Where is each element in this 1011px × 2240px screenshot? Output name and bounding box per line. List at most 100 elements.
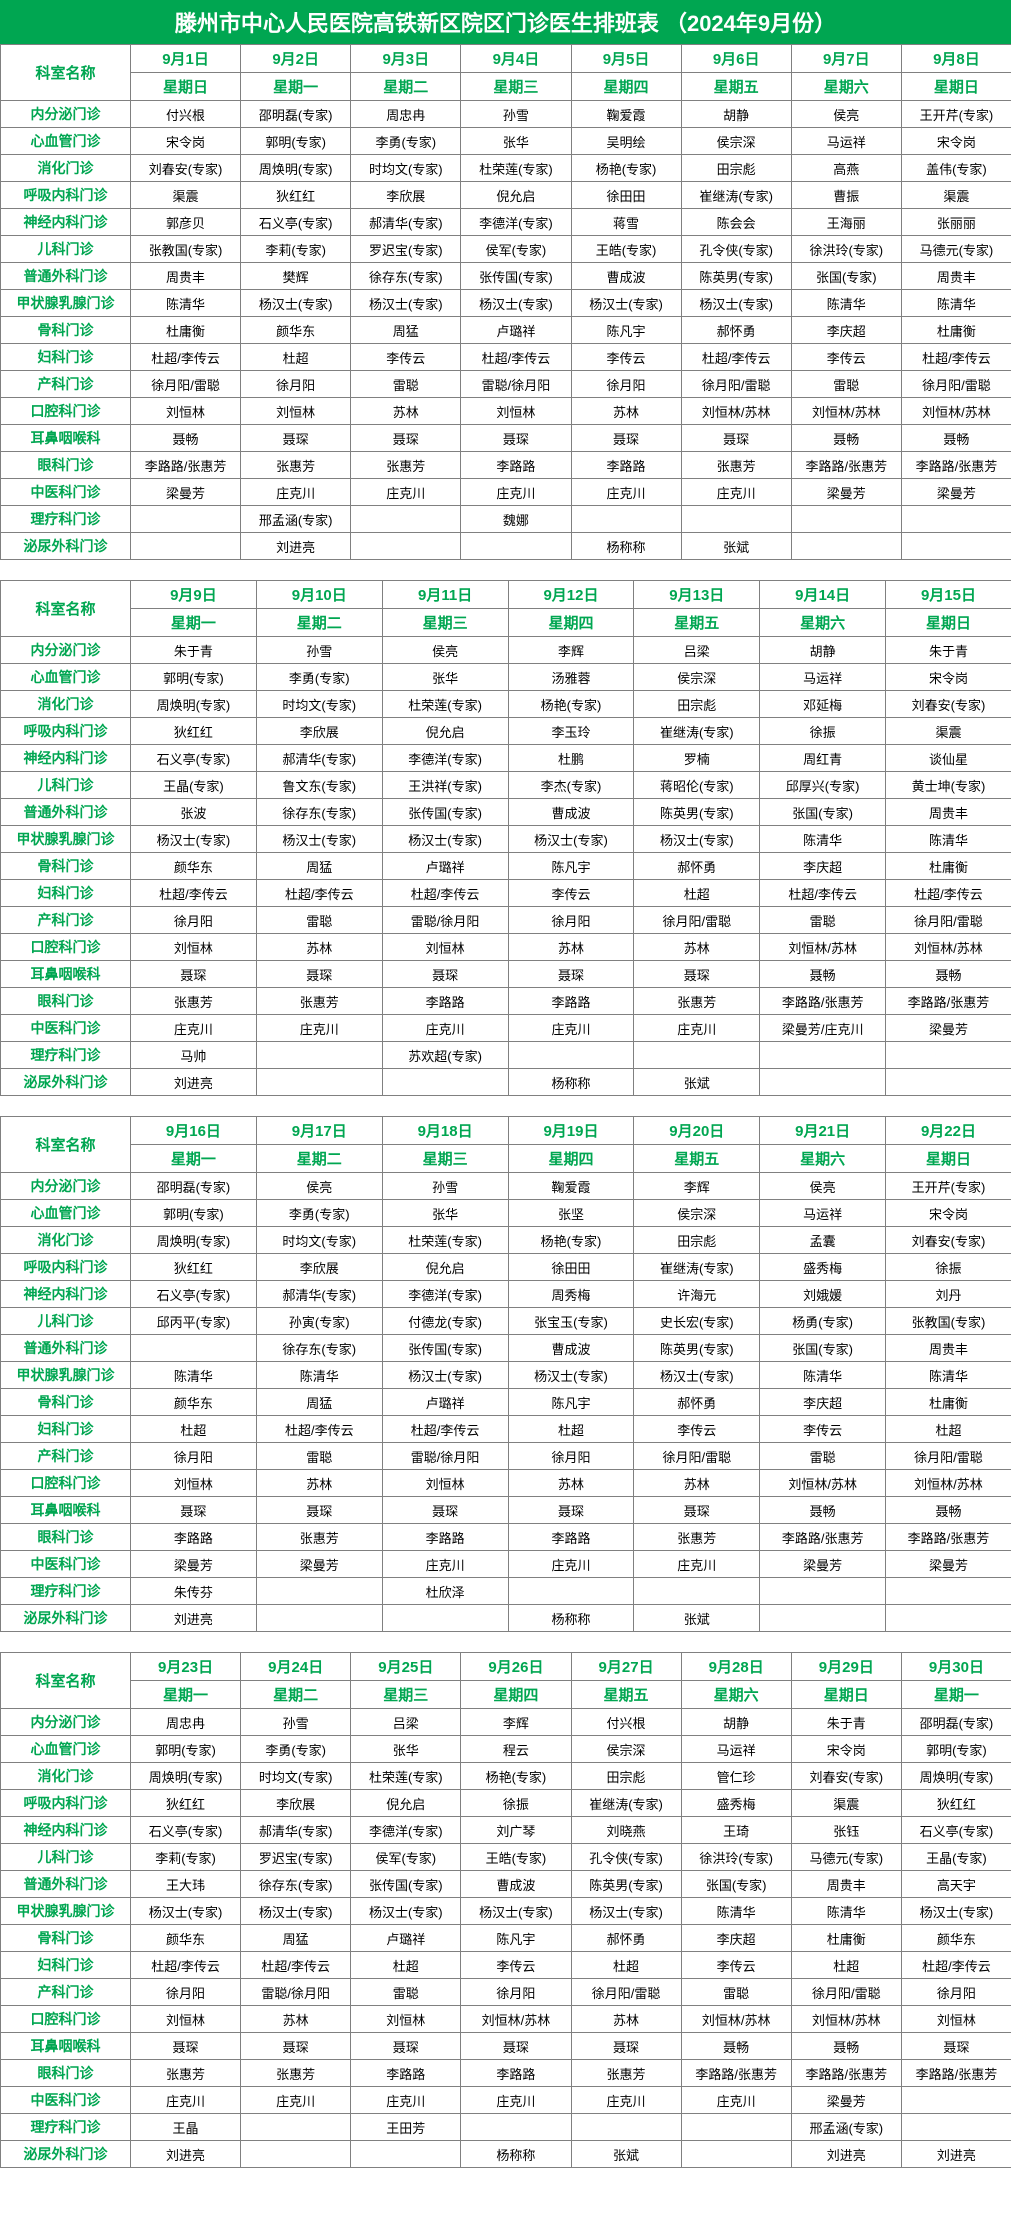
doctor-cell: 庄克川	[681, 2087, 791, 2114]
table-row: 心血管门诊宋令岗郭明(专家)李勇(专家)张华吴明绘侯宗深马运祥宋令岗	[1, 128, 1011, 155]
doctor-cell: 盛秀梅	[760, 1254, 886, 1281]
block-spacer	[0, 560, 1011, 580]
doctor-cell: 时均文(专家)	[256, 1227, 382, 1254]
doctor-cell: 张教国(专家)	[886, 1308, 1011, 1335]
doctor-cell: 陈清华	[681, 1898, 791, 1925]
table-row: 心血管门诊郭明(专家)李勇(专家)张华程云侯宗深马运祥宋令岗郭明(专家)	[1, 1736, 1011, 1763]
doctor-cell: 陈英男(专家)	[634, 799, 760, 826]
doctor-cell: 苏林	[351, 398, 461, 425]
table-row: 妇科门诊杜超/李传云杜超/李传云杜超/李传云李传云杜超杜超/李传云杜超/李传云	[1, 880, 1011, 907]
table-row: 眼科门诊张惠芳张惠芳李路路李路路张惠芳李路路/张惠芳李路路/张惠芳	[1, 988, 1011, 1015]
doctor-cell: 孙雪	[461, 101, 571, 128]
doctor-cell: 聂畅	[886, 1497, 1011, 1524]
doctor-cell	[791, 506, 901, 533]
doctor-cell: 杨汉士(专家)	[634, 826, 760, 853]
doctor-cell: 陈英男(专家)	[634, 1335, 760, 1362]
doctor-cell: 周忠冉	[351, 101, 461, 128]
doctor-cell: 周秀梅	[508, 1281, 634, 1308]
dept-header: 科室名称	[1, 581, 131, 637]
doctor-cell: 曹振	[791, 182, 901, 209]
doctor-cell	[351, 533, 461, 560]
doctor-cell: 张惠芳	[131, 988, 257, 1015]
doctor-cell: 孔令侠(专家)	[571, 1844, 681, 1871]
table-row: 普通外科门诊徐存东(专家)张传国(专家)曹成波陈英男(专家)张国(专家)周贵丰	[1, 1335, 1011, 1362]
doctor-cell: 张惠芳	[131, 2060, 241, 2087]
doctor-cell: 倪允启	[382, 1254, 508, 1281]
dept-cell: 产科门诊	[1, 1443, 131, 1470]
doctor-cell: 张惠芳	[681, 452, 791, 479]
dept-cell: 口腔科门诊	[1, 934, 131, 961]
doctor-cell: 杜超/李传云	[760, 880, 886, 907]
doctor-cell: 李路路	[382, 988, 508, 1015]
doctor-cell: 杨汉士(专家)	[351, 1898, 461, 1925]
doctor-cell: 马帅	[131, 1042, 257, 1069]
doctor-cell: 杨汉士(专家)	[256, 826, 382, 853]
dept-cell: 泌尿外科门诊	[1, 1605, 131, 1632]
dept-cell: 眼科门诊	[1, 2060, 131, 2087]
table-row: 甲状腺乳腺门诊杨汉士(专家)杨汉士(专家)杨汉士(专家)杨汉士(专家)杨汉士(专…	[1, 1898, 1011, 1925]
doctor-cell: 张斌	[571, 2141, 681, 2168]
doctor-cell: 庄克川	[634, 1015, 760, 1042]
doctor-cell: 渠震	[886, 718, 1011, 745]
schedule-table: 科室名称9月23日9月24日9月25日9月26日9月27日9月28日9月29日9…	[0, 1652, 1011, 2168]
dept-cell: 内分泌门诊	[1, 101, 131, 128]
doctor-cell: 杨汉士(专家)	[382, 1362, 508, 1389]
doctor-cell: 刘进亮	[241, 533, 351, 560]
date-header: 9月8日	[901, 45, 1011, 73]
doctor-cell: 杨汉士(专家)	[351, 290, 461, 317]
dept-cell: 消化门诊	[1, 691, 131, 718]
doctor-cell: 侯宗深	[634, 1200, 760, 1227]
doctor-cell: 侯亮	[760, 1173, 886, 1200]
doctor-cell: 梁曼芳	[760, 1551, 886, 1578]
table-row: 产科门诊徐月阳雷聪雷聪/徐月阳徐月阳徐月阳/雷聪雷聪徐月阳/雷聪	[1, 907, 1011, 934]
date-header: 9月27日	[571, 1653, 681, 1681]
doctor-cell: 颜华东	[901, 1925, 1011, 1952]
dept-cell: 骨科门诊	[1, 1389, 131, 1416]
doctor-cell: 李德洋(专家)	[351, 1817, 461, 1844]
dept-cell: 中医科门诊	[1, 2087, 131, 2114]
doctor-cell: 刘春安(专家)	[886, 691, 1011, 718]
doctor-cell: 李德洋(专家)	[382, 745, 508, 772]
doctor-cell: 蒋昭伦(专家)	[634, 772, 760, 799]
doctor-cell: 李路路/张惠芳	[901, 452, 1011, 479]
doctor-cell: 杜庸衡	[886, 853, 1011, 880]
doctor-cell: 庄克川	[461, 2087, 571, 2114]
doctor-cell: 雷聪/徐月阳	[241, 1979, 351, 2006]
table-row: 神经内科门诊石义亭(专家)郝清华(专家)李德洋(专家)杜鹏罗楠周红青谈仙星	[1, 745, 1011, 772]
doctor-cell: 刘恒林/苏林	[791, 398, 901, 425]
doctor-cell: 崔继涛(专家)	[634, 1254, 760, 1281]
doctor-cell	[461, 533, 571, 560]
doctor-cell: 梁曼芳	[791, 2087, 901, 2114]
table-row: 儿科门诊李莉(专家)罗迟宝(专家)侯军(专家)王皓(专家)孔令侠(专家)徐洪玲(…	[1, 1844, 1011, 1871]
doctor-cell: 狄红红	[131, 718, 257, 745]
doctor-cell: 张国(专家)	[791, 263, 901, 290]
page-title: 滕州市中心人民医院高铁新区院区门诊医生排班表 （2024年9月份）	[0, 0, 1011, 44]
doctor-cell: 徐洪玲(专家)	[791, 236, 901, 263]
doctor-cell: 杨艳(专家)	[508, 1227, 634, 1254]
doctor-cell: 杨艳(专家)	[508, 691, 634, 718]
doctor-cell: 侯宗深	[681, 128, 791, 155]
doctor-cell: 周焕明(专家)	[241, 155, 351, 182]
doctor-cell: 周红青	[760, 745, 886, 772]
date-header: 9月15日	[886, 581, 1011, 609]
doctor-cell: 杜超	[131, 1416, 257, 1443]
doctor-cell: 谈仙星	[886, 745, 1011, 772]
doctor-cell: 陈凡宇	[508, 1389, 634, 1416]
doctor-cell: 石义亭(专家)	[131, 1817, 241, 1844]
table-row: 骨科门诊杜庸衡颜华东周猛卢璐祥陈凡宇郝怀勇李庆超杜庸衡	[1, 317, 1011, 344]
dept-cell: 普通外科门诊	[1, 1871, 131, 1898]
weekday-header: 星期一	[131, 609, 257, 637]
doctor-cell: 陈清华	[760, 826, 886, 853]
doctor-cell: 雷聪	[760, 907, 886, 934]
doctor-cell: 李路路	[508, 1524, 634, 1551]
doctor-cell: 周猛	[351, 317, 461, 344]
dept-cell: 甲状腺乳腺门诊	[1, 1362, 131, 1389]
doctor-cell: 李路路/张惠芳	[791, 2060, 901, 2087]
doctor-cell: 王大玮	[131, 1871, 241, 1898]
weekday-header: 星期六	[760, 1145, 886, 1173]
block-spacer	[0, 1096, 1011, 1116]
doctor-cell	[791, 533, 901, 560]
doctor-cell: 聂琛	[351, 425, 461, 452]
doctor-cell	[571, 2114, 681, 2141]
doctor-cell: 张传国(专家)	[461, 263, 571, 290]
